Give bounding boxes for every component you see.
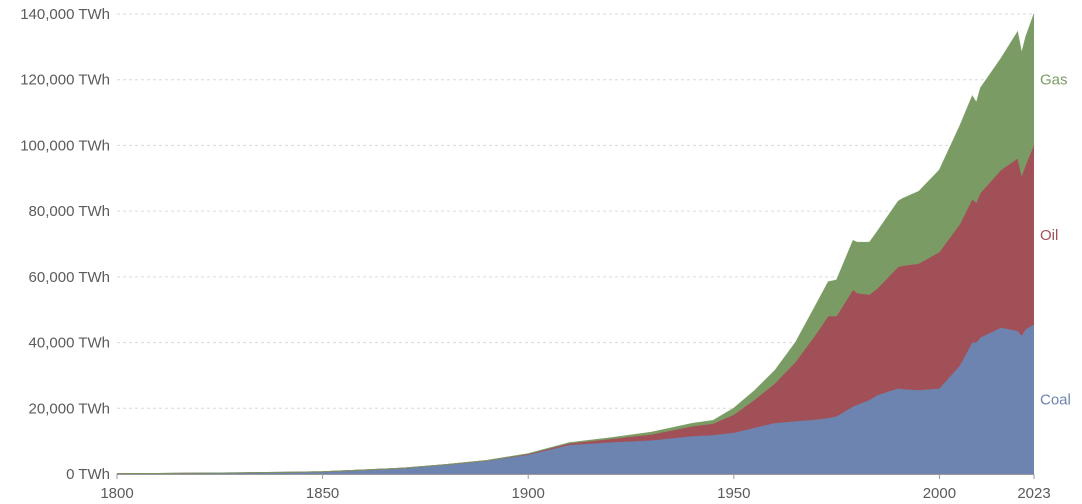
area-coal [117, 324, 1034, 474]
x-tick-label: 2023 [1017, 485, 1050, 502]
y-tick-label: 100,000 TWh [20, 137, 110, 154]
y-tick-label: 60,000 TWh [29, 269, 110, 286]
grid-lines [117, 13, 1034, 409]
legend-label-oil: Oil [1040, 227, 1058, 244]
x-tick-label: 1900 [512, 485, 545, 502]
legend-label-coal: Coal [1040, 391, 1071, 408]
y-tick-label: 0 TWh [66, 466, 110, 483]
area-edge-gas [116, 13, 1035, 475]
legend: Coal Oil Gas [1040, 72, 1071, 409]
area-oil [117, 145, 1034, 474]
y-tick-label: 140,000 TWh [20, 6, 110, 23]
axes: 0 TWh 20,000 TWh 40,000 TWh 60,000 TWh 80,00… [20, 6, 1050, 502]
y-tick-label: 20,000 TWh [29, 400, 110, 417]
y-tick-label: 40,000 TWh [29, 335, 110, 352]
x-tick-label: 1800 [100, 485, 133, 502]
y-tick-label: 120,000 TWh [20, 72, 110, 89]
legend-label-gas: Gas [1040, 72, 1068, 89]
x-tick-label: 2000 [923, 485, 956, 502]
x-tick-label: 1950 [717, 485, 750, 502]
y-tick-label: 80,000 TWh [29, 203, 110, 220]
area-series [116, 13, 1035, 475]
x-tick-label: 1850 [306, 485, 339, 502]
